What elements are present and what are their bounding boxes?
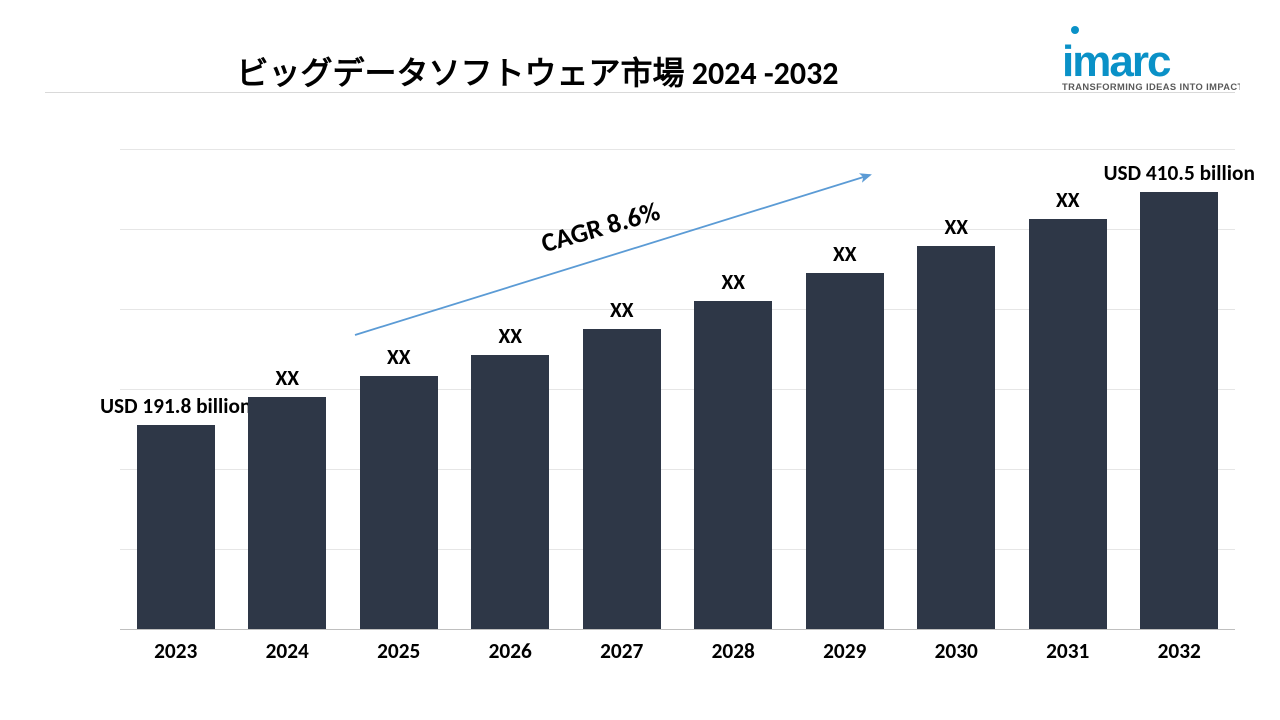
bars-container: USD 191.8 billionXXXXXXXXXXXXXXXXUSD 410… xyxy=(120,150,1235,630)
x-tick-label: 2030 xyxy=(901,638,1013,670)
x-tick-label: 2032 xyxy=(1124,638,1236,670)
bar-value-label: USD 410.5 billion xyxy=(1068,160,1280,186)
brand-logo: imarc TRANSFORMING IDEAS INTO IMPACT xyxy=(1060,20,1240,100)
bar xyxy=(583,329,661,630)
bar-column: XX xyxy=(343,150,455,630)
svg-text:TRANSFORMING IDEAS INTO IMPACT: TRANSFORMING IDEAS INTO IMPACT xyxy=(1062,82,1240,92)
slide-root: ビッグデータソフトウェア市場 2024 -2032 imarc TRANSFOR… xyxy=(0,0,1280,720)
x-tick-label: 2025 xyxy=(343,638,455,670)
x-tick-label: 2029 xyxy=(789,638,901,670)
bar-column: XX xyxy=(901,150,1013,630)
bar-column: XX xyxy=(455,150,567,630)
bar xyxy=(1029,219,1107,630)
bar-column: XX xyxy=(678,150,790,630)
chart-title: ビッグデータソフトウェア市場 2024 -2032 xyxy=(45,48,1030,94)
title-container: ビッグデータソフトウェア市場 2024 -2032 xyxy=(45,48,1030,94)
bar xyxy=(694,301,772,630)
bar xyxy=(806,273,884,630)
x-axis: 2023202420252026202720282029203020312032 xyxy=(120,638,1235,670)
bar-column: XX xyxy=(1012,150,1124,630)
x-tick-label: 2031 xyxy=(1012,638,1124,670)
bar xyxy=(360,376,438,630)
x-tick-label: 2027 xyxy=(566,638,678,670)
plot-area: USD 191.8 billionXXXXXXXXXXXXXXXXUSD 410… xyxy=(120,150,1235,630)
x-tick-label: 2024 xyxy=(232,638,344,670)
x-tick-label: 2026 xyxy=(455,638,567,670)
bar xyxy=(917,246,995,630)
title-divider xyxy=(45,92,1235,93)
bar xyxy=(248,397,326,630)
bar xyxy=(471,355,549,630)
bar-column: USD 410.5 billion xyxy=(1124,150,1236,630)
bar xyxy=(1140,192,1218,630)
baseline xyxy=(120,629,1235,630)
x-tick-label: 2023 xyxy=(120,638,232,670)
bar xyxy=(137,425,215,630)
bar-column: XX xyxy=(232,150,344,630)
x-tick-label: 2028 xyxy=(678,638,790,670)
svg-text:imarc: imarc xyxy=(1062,37,1171,86)
